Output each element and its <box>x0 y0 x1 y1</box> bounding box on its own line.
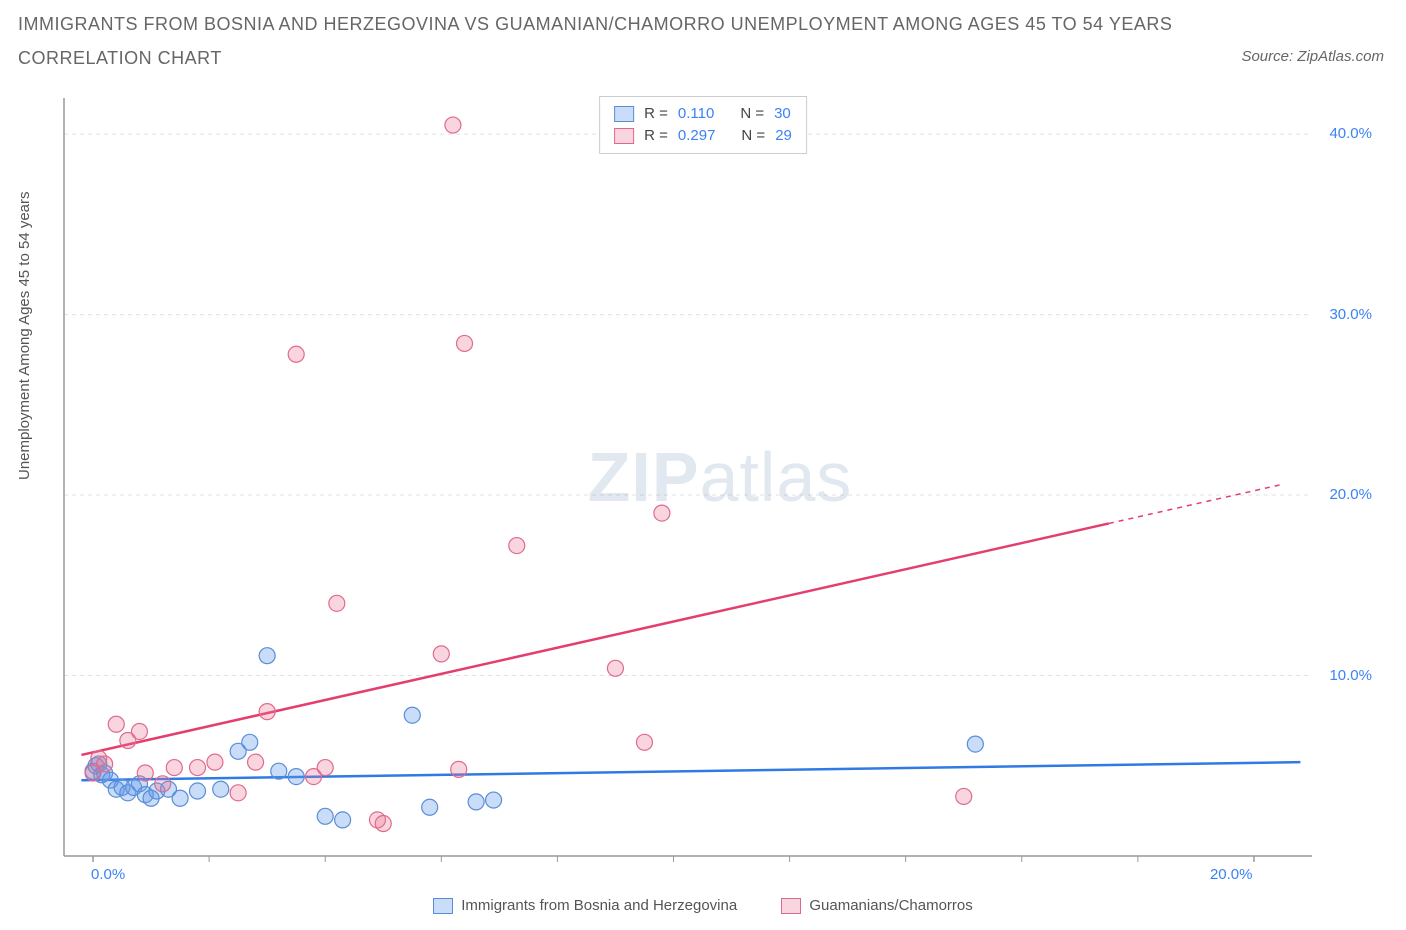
y-tick-label: 30.0% <box>1329 306 1372 323</box>
legend-stats-row: R = 0.110 N = 30 <box>614 103 792 125</box>
y-axis-label: Unemployment Among Ages 45 to 54 years <box>16 191 33 480</box>
r-value: 0.110 <box>678 103 714 125</box>
n-value: 29 <box>775 125 792 147</box>
legend-series: Immigrants from Bosnia and Herzegovina G… <box>0 897 1406 918</box>
legend-swatch <box>781 898 801 914</box>
chart-title-line1: IMMIGRANTS FROM BOSNIA AND HERZEGOVINA V… <box>18 14 1172 35</box>
legend-swatch <box>614 128 634 144</box>
y-tick-label: 40.0% <box>1329 125 1372 142</box>
n-value: 30 <box>774 103 791 125</box>
legend-label: Guamanians/Chamorros <box>809 897 972 914</box>
n-label: N = <box>741 125 765 147</box>
legend-item: Immigrants from Bosnia and Herzegovina <box>433 897 737 914</box>
y-tick-label: 20.0% <box>1329 486 1372 503</box>
y-tick-label: 10.0% <box>1329 667 1372 684</box>
legend-label: Immigrants from Bosnia and Herzegovina <box>461 897 737 914</box>
chart-title-line2: CORRELATION CHART <box>18 48 222 69</box>
n-label: N = <box>740 103 764 125</box>
chart-area: ZIPatlas 10.0%20.0%30.0%40.0%0.0%20.0% <box>60 92 1380 862</box>
legend-stats-row: R = 0.297 N = 29 <box>614 125 792 147</box>
legend-item: Guamanians/Chamorros <box>781 897 972 914</box>
legend-swatch <box>614 106 634 122</box>
legend-stats: R = 0.110 N = 30 R = 0.297 N = 29 <box>599 96 807 154</box>
legend-swatch <box>433 898 453 914</box>
x-tick-label: 0.0% <box>91 866 125 883</box>
r-label: R = <box>644 125 668 147</box>
r-label: R = <box>644 103 668 125</box>
r-value: 0.297 <box>678 125 716 147</box>
x-tick-label: 20.0% <box>1210 866 1253 883</box>
source-attribution: Source: ZipAtlas.com <box>1241 48 1384 65</box>
scatter-plot <box>60 92 1380 862</box>
